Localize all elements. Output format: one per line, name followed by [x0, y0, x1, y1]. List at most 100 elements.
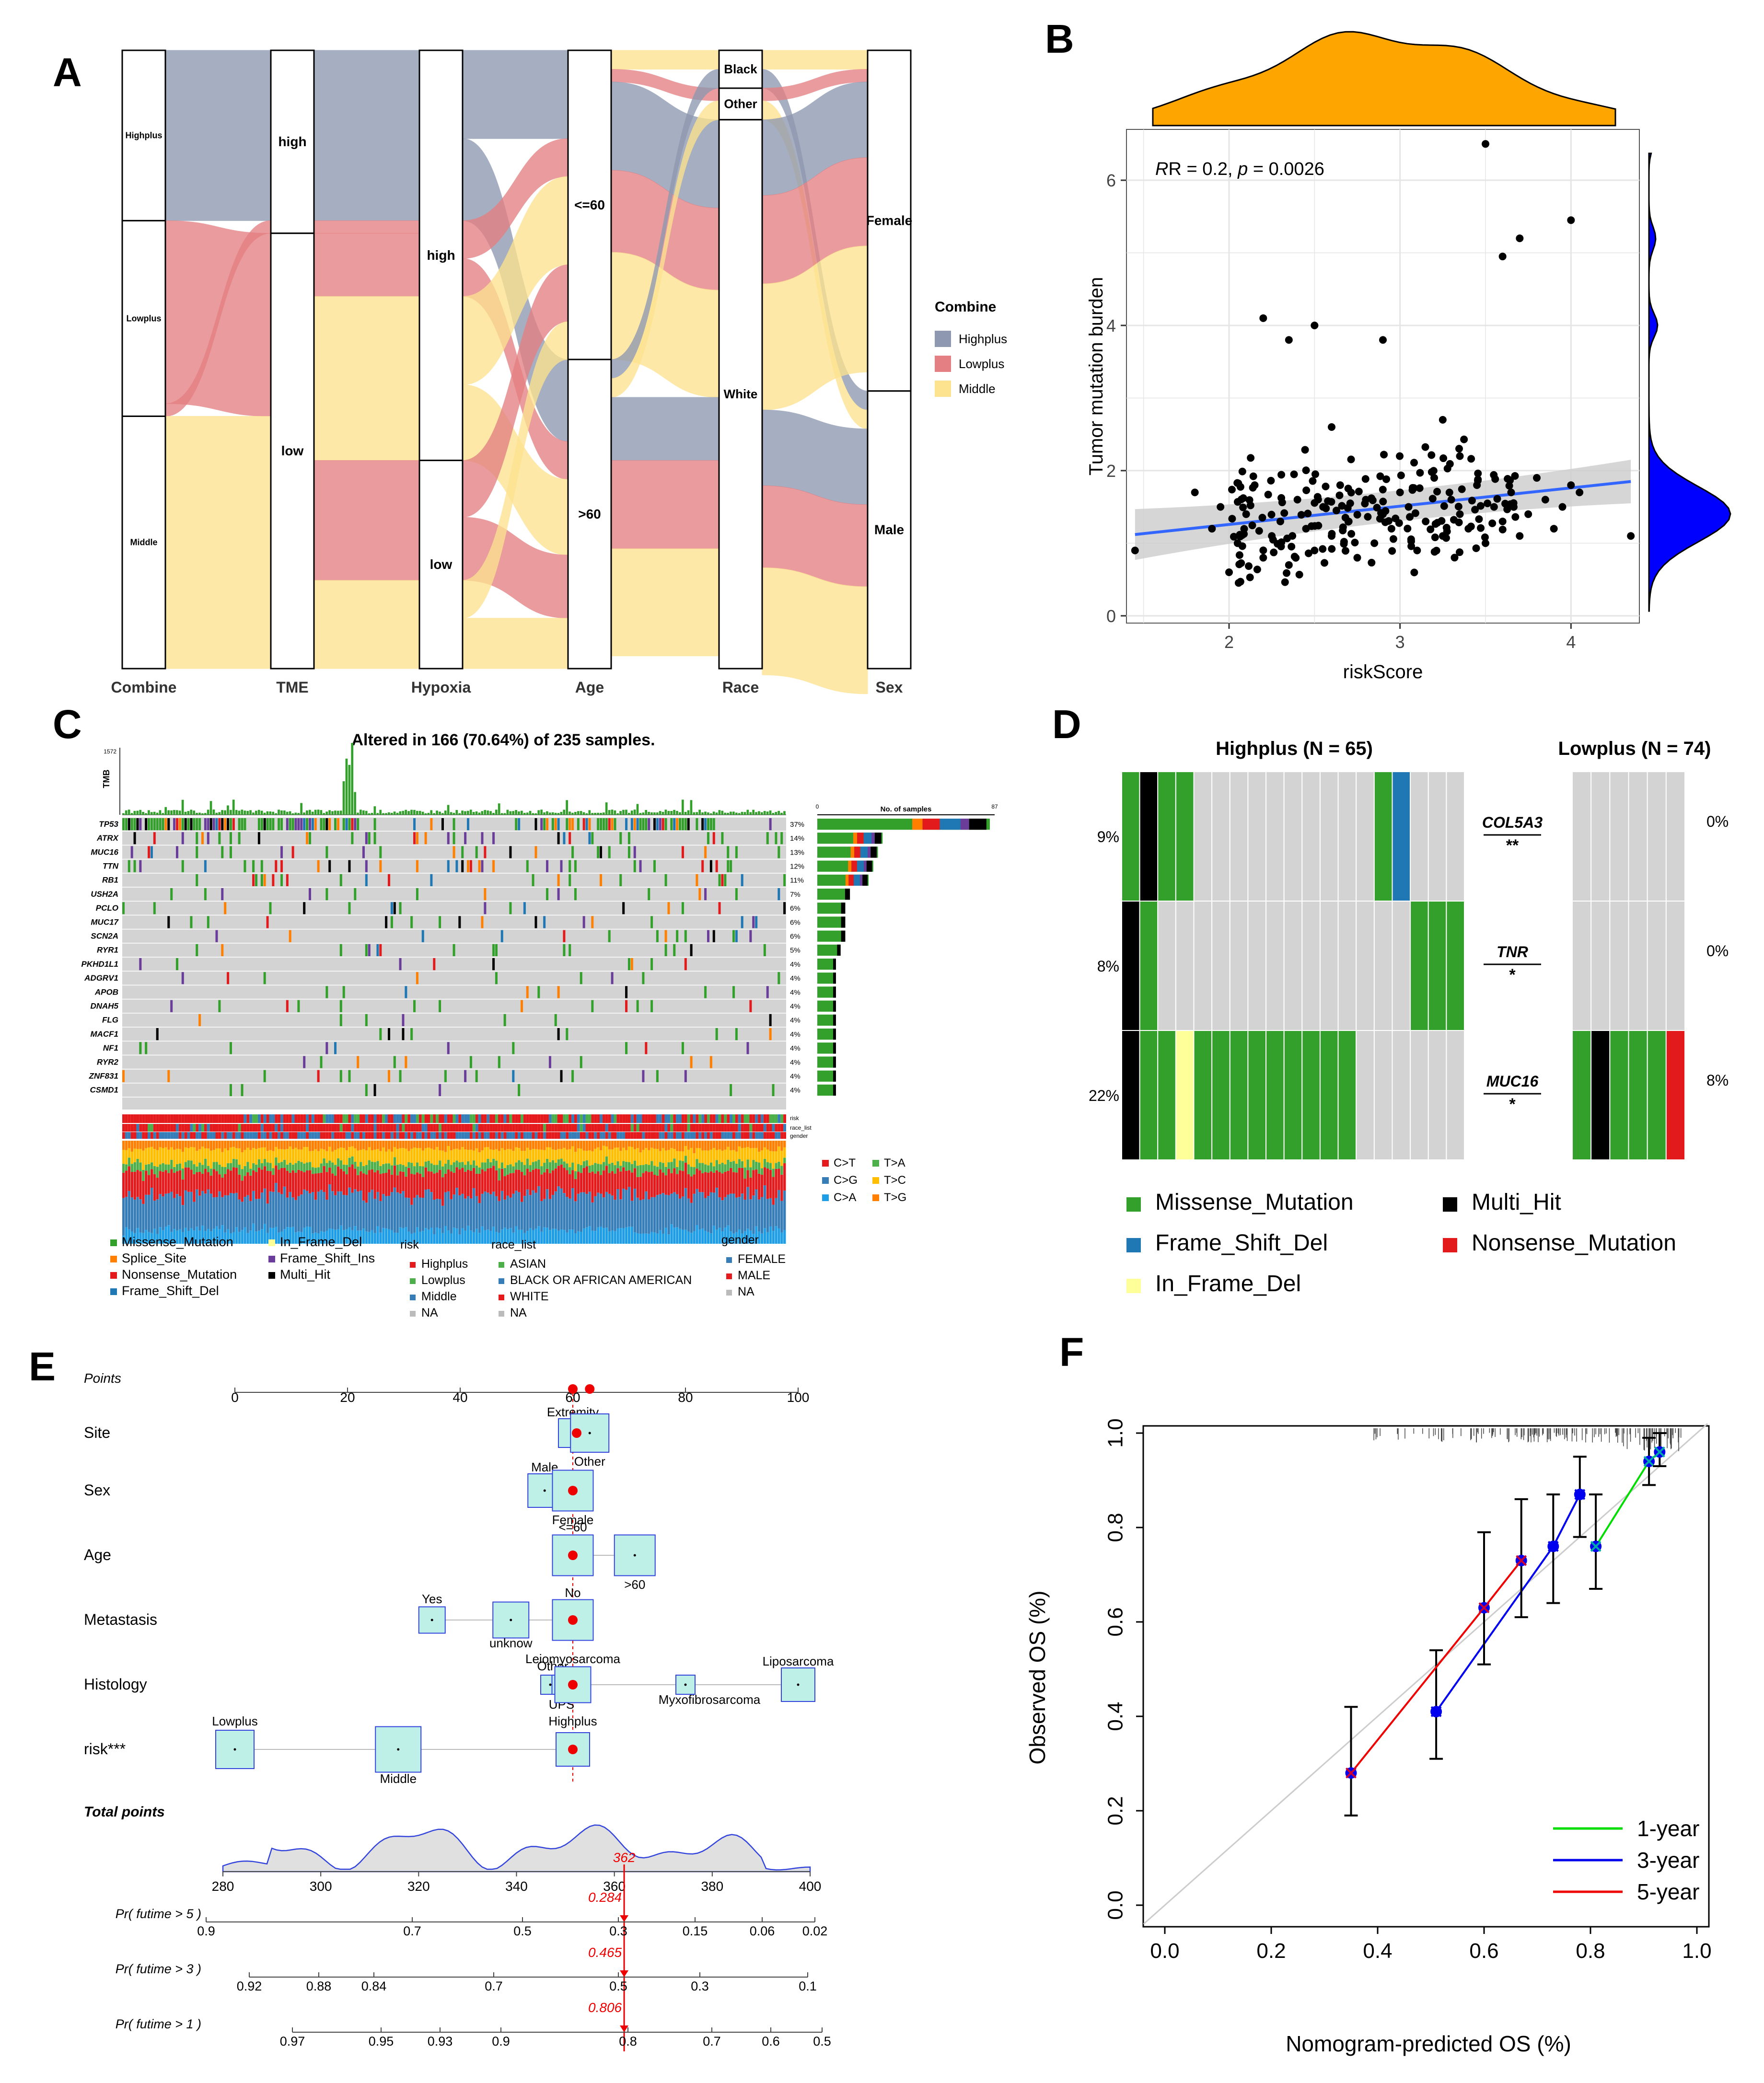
- gender-annotation-cell: [746, 1132, 750, 1139]
- cooncoplot-legend-swatch: [1443, 1238, 1457, 1252]
- calibration-y-label: Observed OS (%): [1025, 1591, 1050, 1765]
- tmb-bar: [441, 813, 444, 815]
- cooncoplot-cell: [1427, 771, 1447, 902]
- titv-segment: [543, 1141, 546, 1150]
- titv-segment: [325, 1151, 328, 1163]
- mutation-cell: [755, 916, 758, 928]
- scatter-point: [1440, 502, 1448, 510]
- race-annotation-cell: [193, 1124, 196, 1132]
- risk-annotation-cell: [630, 1114, 634, 1123]
- titv-segment: [625, 1227, 628, 1244]
- tmb-bar: [339, 810, 342, 815]
- titv-segment: [730, 1231, 732, 1244]
- titv-segment: [464, 1141, 467, 1150]
- titv-segment: [229, 1233, 232, 1244]
- race-annotation-cell: [515, 1124, 518, 1132]
- risk-annotation-cell: [145, 1114, 148, 1123]
- variant-legend-label: Nonsense_Mutation: [122, 1267, 237, 1282]
- risk-annotation-cell: [306, 1114, 309, 1123]
- scatter-point: [1456, 452, 1464, 460]
- risk-annotation-cell: [175, 1114, 179, 1123]
- risk-annotation-cell: [778, 1114, 781, 1123]
- titv-segment: [574, 1141, 577, 1152]
- tmb-bar: [323, 813, 325, 815]
- risk-annotation-cell: [619, 1114, 623, 1123]
- titv-segment: [489, 1141, 492, 1150]
- titv-segment: [314, 1141, 317, 1149]
- titv-segment: [170, 1232, 173, 1244]
- titv-segment: [487, 1229, 489, 1244]
- race-annotation-cell: [402, 1124, 405, 1132]
- titv-segment: [701, 1228, 704, 1244]
- titv-segment: [145, 1164, 148, 1171]
- cooncoplot-cell: [1301, 901, 1321, 1031]
- titv-segment: [311, 1192, 314, 1234]
- titv-segment: [681, 1171, 685, 1197]
- titv-segment: [500, 1191, 504, 1230]
- titv-segment: [430, 1171, 433, 1192]
- scatter-point: [1484, 499, 1492, 508]
- titv-segment: [354, 1148, 357, 1162]
- titv-segment: [235, 1168, 238, 1193]
- tmb-bar: [362, 810, 365, 815]
- titv-segment: [351, 1230, 354, 1244]
- titv-segment: [498, 1201, 501, 1233]
- titv-segment: [365, 1231, 368, 1244]
- tmb-bar: [348, 764, 351, 815]
- titv-segment: [360, 1171, 362, 1191]
- scatter-point: [1404, 503, 1413, 511]
- gender-annotation-cell: [540, 1132, 544, 1139]
- titv-segment: [125, 1227, 128, 1244]
- titv-segment: [521, 1141, 523, 1151]
- titv-segment: [715, 1160, 718, 1170]
- risk-annotation-cell: [727, 1114, 730, 1123]
- race-annotation-cell: [314, 1124, 317, 1132]
- tmb-bar: [630, 810, 633, 815]
- gender-annotation-cell: [269, 1132, 272, 1139]
- titv-segment: [715, 1187, 718, 1230]
- samples-bar-segment: [833, 972, 836, 984]
- titv-segment: [362, 1173, 365, 1201]
- tmb-bar: [159, 810, 162, 815]
- titv-segment: [249, 1201, 252, 1231]
- mutation-cell: [523, 902, 526, 914]
- race-annotation-cell: [625, 1124, 628, 1132]
- titv-segment: [424, 1190, 427, 1228]
- alluvial-flow-lowplus: [313, 220, 420, 234]
- titv-segment: [291, 1227, 294, 1244]
- titv-segment: [566, 1141, 569, 1150]
- titv-segment: [260, 1229, 264, 1244]
- titv-segment: [537, 1169, 540, 1186]
- titv-segment: [574, 1201, 577, 1234]
- tmb-bar: [212, 810, 215, 815]
- scatter-point: [1387, 525, 1395, 533]
- risk-annotation-cell: [376, 1114, 380, 1123]
- risk-annotation-cell: [681, 1114, 685, 1123]
- titv-segment: [249, 1141, 252, 1150]
- gender-annotation-cell: [207, 1132, 210, 1139]
- titv-segment: [218, 1148, 221, 1165]
- titv-segment: [698, 1229, 701, 1244]
- gender-annotation-cell: [455, 1132, 459, 1139]
- titv-segment: [630, 1227, 634, 1244]
- titv-segment: [246, 1233, 249, 1244]
- samples-axis-min: 0: [816, 803, 819, 810]
- titv-segment: [204, 1148, 207, 1159]
- scatter-plot-area: [1126, 129, 1640, 624]
- scatter-x-label: riskScore: [1343, 661, 1423, 683]
- tmb-bar: [187, 811, 190, 815]
- gender-annotation-cell: [526, 1132, 529, 1139]
- risk-annotation-cell: [325, 1114, 329, 1123]
- risk-annotation-cell: [758, 1114, 761, 1123]
- mutation-cell: [390, 902, 393, 914]
- risk-annotation-cell: [772, 1114, 775, 1123]
- alluvial-flow-middle: [762, 50, 868, 69]
- titv-segment: [133, 1233, 136, 1244]
- titv-segment: [130, 1172, 133, 1198]
- cooncoplot-cell: [1446, 1030, 1465, 1160]
- titv-segment: [139, 1149, 142, 1163]
- race-annotation-cell: [399, 1124, 402, 1132]
- titv-segment: [255, 1172, 258, 1199]
- level-label: unknow: [489, 1636, 533, 1650]
